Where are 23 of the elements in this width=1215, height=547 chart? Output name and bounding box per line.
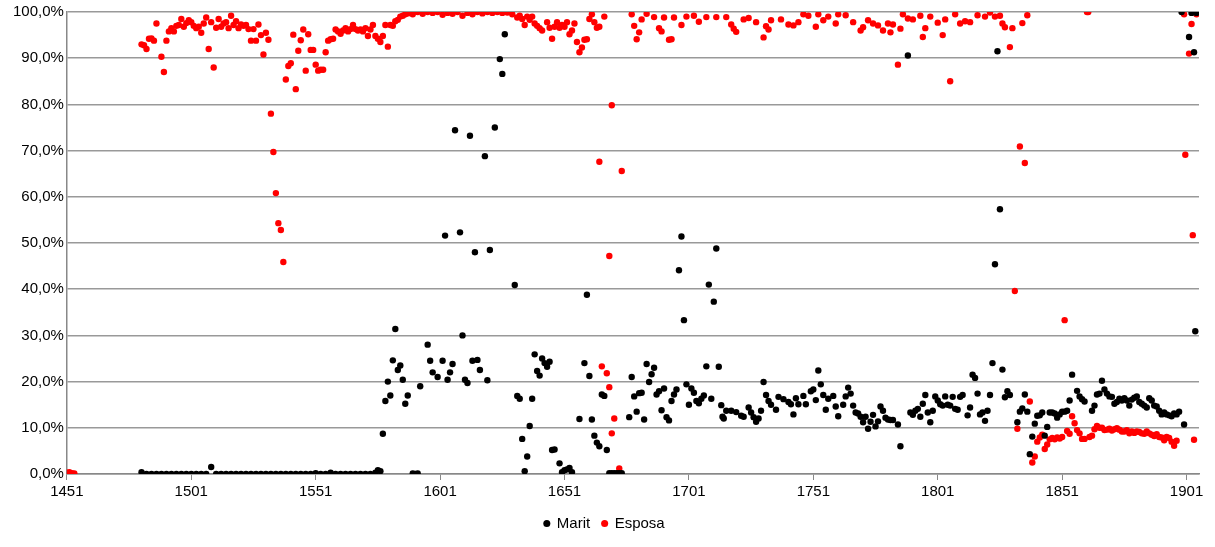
x-tick-label: 1701 xyxy=(672,482,706,500)
y-tick-label: 30,0% xyxy=(21,325,64,343)
x-tick-label: 1651 xyxy=(547,482,582,500)
x-tick-label: 1751 xyxy=(796,482,831,500)
y-tick-label: 80,0% xyxy=(21,94,64,112)
x-tick-label: 1551 xyxy=(299,482,333,500)
x-tick-label: 1601 xyxy=(423,482,457,500)
y-tick-label: 50,0% xyxy=(21,233,64,251)
y-tick-label: 40,0% xyxy=(21,279,64,297)
y-tick-label: 100,0% xyxy=(13,2,64,20)
y-tick-label: 10,0% xyxy=(21,417,64,435)
x-tick-label: 1451 xyxy=(50,482,84,500)
y-tick-label: 60,0% xyxy=(21,186,64,204)
x-tick-label: 1851 xyxy=(1045,482,1079,500)
legend-label: Marit xyxy=(556,513,591,531)
y-tick-label: 0,0% xyxy=(29,464,64,482)
y-tick-label: 90,0% xyxy=(21,48,64,66)
y-tick-label: 20,0% xyxy=(21,371,64,389)
y-tick-label: 70,0% xyxy=(21,140,64,158)
x-tick-label: 1501 xyxy=(174,482,208,500)
legend-label: Esposa xyxy=(614,513,666,531)
x-tick-label: 1801 xyxy=(921,482,955,500)
x-tick-label: 1901 xyxy=(1169,482,1204,500)
